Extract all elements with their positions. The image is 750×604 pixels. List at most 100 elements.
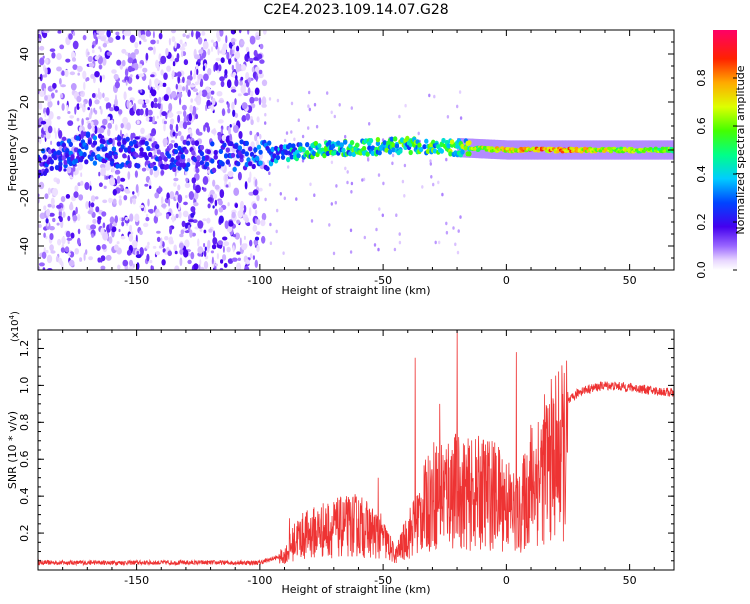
- spectrogram-cell: [90, 121, 94, 127]
- spectrogram-cell: [118, 198, 123, 206]
- spectrogram-cell: [334, 200, 337, 205]
- spectrogram-cell: [94, 99, 100, 105]
- spectrogram-cell: [190, 212, 195, 218]
- snr-y-scale-label: (x104): [8, 311, 21, 342]
- spectrogram-cell: [109, 216, 115, 225]
- spectrogram-cell: [222, 142, 227, 148]
- spectrogram-cell: [418, 146, 424, 153]
- spectrogram-cell: [155, 251, 161, 256]
- spectrogram-cell: [237, 210, 244, 219]
- spectrogram-cell: [102, 118, 108, 126]
- spectrogram-cell: [129, 140, 134, 147]
- spectrogram-cell: [463, 145, 469, 151]
- spectrogram-cell: [139, 204, 145, 209]
- spectrogram-cell: [210, 90, 215, 95]
- spectrogram-cell: [188, 191, 195, 200]
- spectrogram-cell: [214, 199, 218, 207]
- spectrogram-cell: [92, 218, 97, 224]
- spectrogram-cell: [73, 158, 79, 164]
- spectrogram-cell: [207, 239, 211, 249]
- spectrogram-cell: [166, 153, 172, 159]
- spectrogram-cell: [421, 185, 424, 189]
- spectrogram-cell: [173, 142, 179, 148]
- spectrogram-cell: [197, 97, 202, 104]
- spectrogram-cell: [160, 55, 167, 65]
- spectrogram-cell: [125, 51, 129, 56]
- spectrogram-cell: [375, 140, 381, 147]
- spectrogram-cell: [417, 131, 420, 136]
- spectrogram-cell: [232, 234, 237, 238]
- spectrogram-cell: [313, 193, 316, 197]
- spectrogram-cell: [136, 250, 140, 255]
- spectrogram-cell: [76, 65, 83, 72]
- spectrogram-cell: [74, 185, 79, 192]
- y-tick-label: -20: [18, 189, 31, 207]
- spectrogram-cell: [50, 250, 56, 254]
- spectrogram-cell: [244, 140, 249, 146]
- spectrogram-cell: [45, 218, 49, 224]
- spectrogram-cell: [184, 239, 190, 248]
- spectrogram-cell: [370, 150, 375, 156]
- spectrogram-cell: [109, 107, 114, 112]
- spectrogram-cell: [50, 92, 55, 99]
- spectrogram-cell: [217, 36, 221, 42]
- spectrogram-cell: [112, 189, 118, 196]
- spectrogram-cell: [206, 217, 211, 224]
- spectrogram-cell: [68, 259, 75, 267]
- spectrogram-cell: [239, 81, 243, 86]
- spectrogram-cell: [459, 215, 462, 219]
- spectrogram-cell: [80, 172, 83, 177]
- spectrogram-cell: [139, 40, 142, 45]
- spectrogram-cell: [249, 35, 256, 45]
- spectrogram-cell: [250, 119, 254, 126]
- spectrogram-cell: [158, 155, 163, 161]
- spectrogram-cell: [111, 146, 117, 152]
- spectrogram-cell: [132, 198, 137, 205]
- spectrogram-cell: [198, 90, 203, 97]
- spectrogram-cell: [98, 171, 101, 177]
- spectrogram-cell: [72, 31, 76, 36]
- spectrogram-cell: [114, 81, 120, 89]
- spectrogram-cell: [120, 177, 126, 182]
- spectrogram-cell: [73, 147, 79, 153]
- spectrogram-cell: [98, 46, 101, 50]
- spectrogram-cell: [227, 107, 231, 114]
- spectrogram-cell: [326, 91, 329, 95]
- spectrogram-x-ticks: -150 -100 -50 0 50: [37, 30, 655, 287]
- spectrogram-cell: [166, 86, 171, 96]
- spectrogram-cell: [150, 101, 155, 109]
- spectrogram-cell: [50, 140, 53, 145]
- spectrogram-cell: [56, 116, 61, 120]
- spectrogram-cell: [298, 142, 303, 148]
- spectrogram-cell: [179, 233, 184, 238]
- spectrogram-cell: [49, 226, 55, 231]
- spectrogram-cell: [127, 52, 131, 58]
- spectrogram-cell: [246, 222, 251, 227]
- spectrogram-cell: [218, 119, 223, 123]
- spectrogram-cell: [295, 197, 298, 201]
- spectrogram-cell: [49, 159, 54, 165]
- spectrogram-cell: [186, 121, 192, 126]
- spectrogram-cell: [127, 171, 131, 180]
- spectrogram-cell: [55, 255, 59, 263]
- spectrogram-cell: [144, 140, 149, 147]
- spectrogram-cell: [327, 140, 332, 146]
- spectrogram-cell: [102, 222, 106, 229]
- spectrogram-cell: [72, 214, 78, 222]
- spectrogram-cell: [225, 35, 228, 44]
- spectrogram-cell: [126, 100, 130, 108]
- spectrogram-cell: [64, 69, 69, 78]
- spectrogram-cell: [133, 102, 137, 112]
- spectrogram-cell: [200, 78, 204, 88]
- spectrogram-cell: [205, 104, 208, 112]
- spectrogram-cell: [236, 219, 241, 224]
- spectrogram-cell: [87, 210, 94, 215]
- spectrogram-cell: [393, 247, 397, 252]
- spectrogram-cell: [330, 160, 334, 165]
- spectrogram-cell: [152, 115, 155, 124]
- spectrogram-cell: [157, 102, 161, 110]
- spectrogram-cell: [158, 96, 162, 104]
- spectrogram-cell: [258, 187, 263, 192]
- spectrogram-cell: [228, 220, 234, 227]
- spectrogram-cell: [122, 34, 125, 40]
